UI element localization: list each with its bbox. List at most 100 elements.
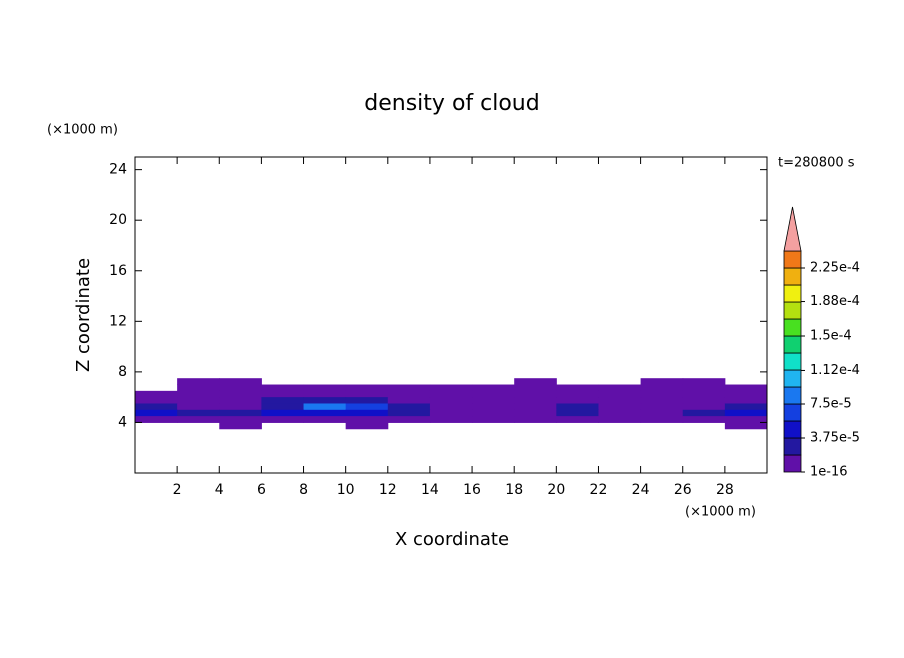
x-tick-label: 24 <box>632 482 650 498</box>
colorbar-box <box>783 352 802 371</box>
colorbar-label: 1.88e-4 <box>810 294 860 309</box>
x-tick-label: 14 <box>421 482 439 498</box>
x-tick-label: 10 <box>337 482 355 498</box>
contour-cell <box>345 403 389 411</box>
contour-cell <box>135 397 178 404</box>
contour-cell <box>556 384 599 392</box>
contour-cell <box>387 403 431 411</box>
contour-cell <box>429 409 473 417</box>
x-tick-label: 26 <box>674 482 692 498</box>
contour-cell <box>345 397 389 404</box>
contour-cell <box>177 397 220 404</box>
colorbar-box <box>783 284 802 303</box>
x-tick-label: 28 <box>716 482 734 498</box>
contour-cell <box>724 403 768 411</box>
contour-cell <box>387 416 431 423</box>
contour-cell <box>472 390 515 398</box>
colorbar-box <box>783 369 802 388</box>
x-tick-label: 22 <box>590 482 608 498</box>
contour-cell <box>219 397 262 404</box>
contour-cell <box>514 390 557 398</box>
contour-cell <box>303 403 347 411</box>
x-tick-label: 16 <box>463 482 481 498</box>
contour-cell <box>682 384 726 392</box>
contour-cell <box>640 409 684 417</box>
x-tick-label: 4 <box>215 482 224 498</box>
contour-cell <box>556 397 599 404</box>
contour-cell <box>345 409 389 417</box>
contour-cell <box>472 409 515 417</box>
contour-cell <box>177 390 220 398</box>
contour-cell <box>514 416 557 423</box>
contour-cell <box>303 416 347 423</box>
contour-cell <box>598 390 642 398</box>
colorbar-box <box>783 437 802 456</box>
contour-cell <box>387 390 431 398</box>
contour-cell <box>429 403 473 411</box>
contour-cell <box>219 378 262 386</box>
x-tick-label: 20 <box>547 482 565 498</box>
colorbar-label: 1e-16 <box>810 465 848 480</box>
y-tick-label: 16 <box>109 263 127 279</box>
colorbar-box <box>783 301 802 320</box>
contour-cell <box>177 378 220 386</box>
chart-title: density of cloud <box>364 91 539 116</box>
x-axis-title: X coordinate <box>395 529 509 550</box>
colorbar-box <box>783 250 802 269</box>
colorbar-label: 2.25e-4 <box>810 261 860 276</box>
contour-cell <box>135 403 178 411</box>
contour-cell <box>177 403 220 411</box>
contour-cell <box>303 409 347 417</box>
colorbar-label: 1.12e-4 <box>810 363 860 378</box>
contour-cell <box>387 409 431 417</box>
y-tick-label: 12 <box>109 313 127 329</box>
colorbar-label: 1.5e-4 <box>810 329 852 344</box>
colorbar-box <box>783 403 802 422</box>
y-tick-label: 8 <box>118 364 127 380</box>
contour-cell <box>472 397 515 404</box>
contour-cell <box>387 384 431 392</box>
colorbar-label: 3.75e-5 <box>810 431 860 446</box>
contour-cell <box>345 416 389 423</box>
contour-cell <box>261 409 305 417</box>
x-tick-label: 8 <box>299 482 308 498</box>
contour-cell <box>261 384 305 392</box>
contour-cell <box>261 397 305 404</box>
x-tick-label: 6 <box>257 482 266 498</box>
contour-cell <box>219 384 262 392</box>
contour-cell <box>640 403 684 411</box>
contour-cell <box>514 409 557 417</box>
contour-cell <box>640 384 684 392</box>
contour-cell <box>387 397 431 404</box>
y-tick-label: 4 <box>118 414 127 430</box>
contour-cell <box>219 416 262 423</box>
contour-cell <box>556 409 599 417</box>
contour-cell <box>303 390 347 398</box>
x-tick-label: 2 <box>173 482 182 498</box>
contour-cell <box>472 403 515 411</box>
colorbar-box <box>783 335 802 354</box>
contour-cell <box>514 403 557 411</box>
time-label: t=280800 s <box>778 156 855 171</box>
contour-cell <box>598 416 642 423</box>
contour-cell <box>514 397 557 404</box>
contour-cell <box>345 384 389 392</box>
contour-cell <box>724 384 768 392</box>
contour-cell <box>261 403 305 411</box>
x-unit: (×1000 m) <box>685 505 756 520</box>
contour-cell <box>177 409 220 417</box>
contour-cell <box>724 390 768 398</box>
x-tick-label: 12 <box>379 482 397 498</box>
contour-cell <box>724 422 768 430</box>
x-tick-label: 18 <box>505 482 523 498</box>
colorbar-label: 7.5e-5 <box>810 397 852 412</box>
contour-cell <box>640 416 684 423</box>
contour-cell <box>472 384 515 392</box>
contour-cell <box>598 384 642 392</box>
contour-cell <box>724 416 768 423</box>
y-tick-label: 24 <box>109 162 127 178</box>
y-unit: (×1000 m) <box>47 123 118 138</box>
contour-cell <box>345 422 389 430</box>
contour-cell <box>598 403 642 411</box>
contour-cell <box>219 409 262 417</box>
